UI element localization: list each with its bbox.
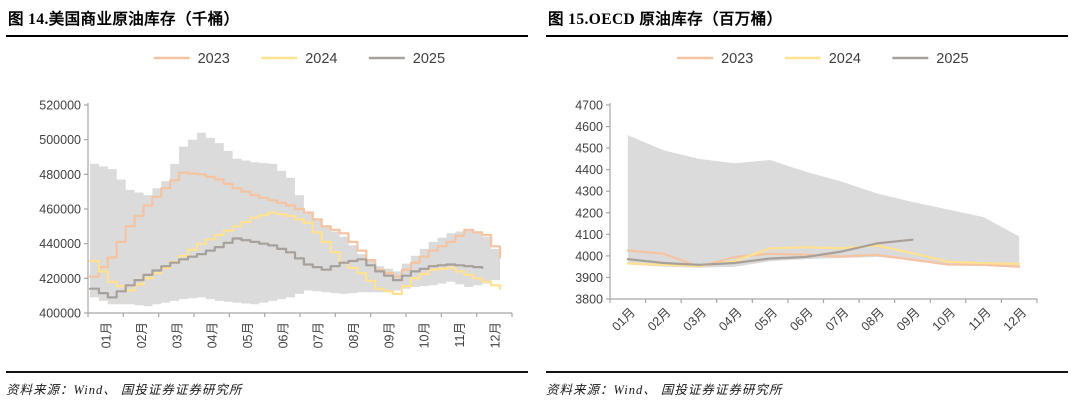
y-tick-label: 440000 (39, 237, 81, 251)
figure-14-panel: 图 14.美国商业原油库存（千桶） 400000 420000 440000 4600… (0, 7, 540, 398)
x-tick-label: 03月 (170, 322, 184, 348)
x-tick-label: 10月 (930, 305, 959, 334)
y-tick-label: 4500 (575, 142, 603, 156)
source-text: 资料来源：Wind、 国投证券证券研究所 (546, 383, 783, 397)
figure-14-source-bar: 资料来源：Wind、 国投证券证券研究所 (6, 371, 528, 398)
x-tick-label: 08月 (347, 322, 361, 348)
y-tick-label: 400000 (39, 307, 81, 321)
x-tick-label: 12月 (488, 322, 502, 348)
legend-label-2025: 2025 (413, 51, 445, 67)
y-tick-label: 4100 (575, 228, 603, 242)
x-tick-label: 12月 (1001, 305, 1030, 334)
x-tick-label: 11月 (453, 322, 467, 347)
x-tick-label: 09月 (382, 322, 396, 348)
x-tick-label: 08月 (858, 305, 887, 334)
figure-title-text: 图 14.美国商业原油库存（千桶） (8, 11, 240, 28)
legend-label-2024: 2024 (305, 51, 337, 67)
legend-label-2023: 2023 (198, 51, 230, 67)
y-tick-label: 520000 (39, 99, 81, 113)
x-tick-label: 02月 (135, 322, 149, 348)
y-tick-label: 500000 (39, 133, 81, 147)
legend-label-2025: 2025 (936, 51, 968, 67)
x-tick-label: 07月 (823, 305, 852, 334)
x-tick-label: 07月 (312, 322, 326, 348)
figure-14-chart: 400000 420000 440000 460000 480000 500000 5200… (0, 38, 540, 365)
fig15-svg: 3800 3900 4000 4100 4200 4300 4400 4500 4600 4700… (575, 51, 1038, 334)
figure-14-titlebar: 图 14.美国商业原油库存（千桶） (6, 7, 528, 37)
x-tick-label: 05月 (752, 305, 781, 334)
source-text: 资料来源：Wind、 国投证券证券研究所 (6, 383, 243, 397)
x-tick-label: 06月 (276, 322, 290, 348)
x-tick-label: 01月 (609, 305, 638, 334)
y-tick-label: 4600 (575, 120, 603, 134)
x-tick-label: 06月 (787, 305, 816, 334)
y-tick-label: 3800 (575, 293, 603, 307)
x-tick-label: 05月 (241, 322, 255, 348)
series-2024-line (626, 244, 1021, 268)
y-tick-label: 4000 (575, 249, 603, 263)
y-tick-label: 4200 (575, 206, 603, 220)
figure-title-text: 图 15.OECD 原油库存（百万桶） (548, 11, 783, 28)
series-2025-line (626, 238, 914, 266)
x-tick-label: 01月 (100, 322, 114, 348)
legend-label-2023: 2023 (721, 51, 753, 67)
y-tick-label: 480000 (39, 168, 81, 182)
x-tick-label: 11月 (966, 305, 994, 333)
x-tick-label: 09月 (894, 305, 923, 334)
y-tick-label: 4400 (575, 163, 603, 177)
figure-15-titlebar: 图 15.OECD 原油库存（百万桶） (546, 7, 1068, 37)
series-2025-line (88, 237, 484, 299)
figure-15-source-bar: 资料来源：Wind、 国投证券证券研究所 (546, 371, 1068, 398)
x-tick-label: 03月 (681, 305, 710, 334)
y-tick-label: 3900 (575, 271, 603, 285)
legend-label-2024: 2024 (829, 51, 861, 67)
series-2023-line (88, 171, 502, 278)
x-tick-label: 10月 (418, 322, 432, 348)
x-tick-label: 02月 (645, 305, 674, 334)
y-tick-label: 460000 (39, 203, 81, 217)
fig14-svg: 400000 420000 440000 460000 480000 500000 5200… (39, 51, 513, 348)
figure-15-chart: 3800 3900 4000 4100 4200 4300 4400 4500 4600 4700… (540, 38, 1080, 365)
y-tick-label: 4700 (575, 99, 603, 113)
y-tick-label: 4300 (575, 185, 603, 199)
x-tick-label: 04月 (206, 322, 220, 348)
range-band-area (627, 135, 1020, 268)
y-tick-label: 420000 (39, 272, 81, 286)
figure-15-panel: 图 15.OECD 原油库存（百万桶） 3800 3900 4000 4100 4200… (540, 0, 1080, 413)
x-tick-label: 04月 (716, 305, 745, 334)
